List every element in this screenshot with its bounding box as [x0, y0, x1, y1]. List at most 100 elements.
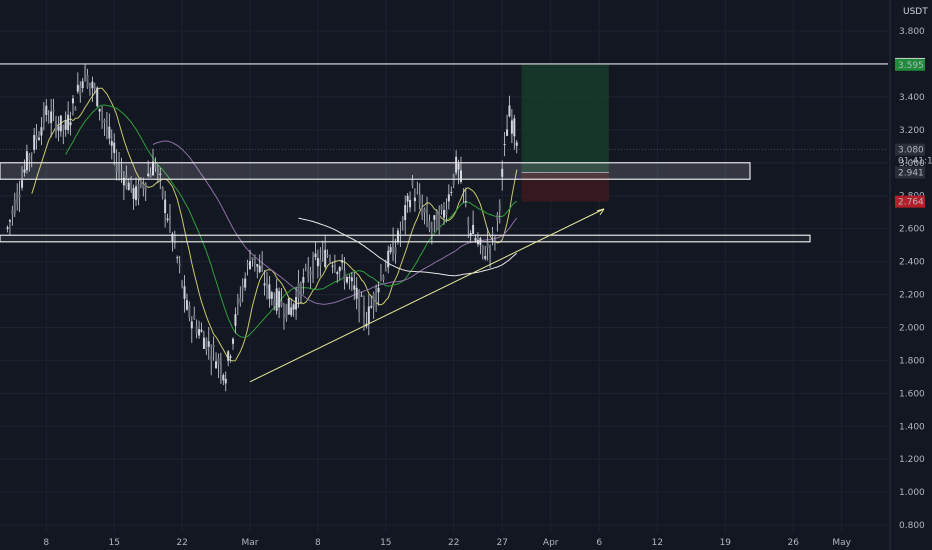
candle-body: [258, 265, 261, 273]
entry-label: 2.941: [898, 168, 924, 178]
candle-body: [16, 191, 19, 204]
candle-body: [333, 264, 336, 271]
candle-body: [108, 126, 111, 139]
candle-body: [430, 228, 433, 231]
candle-body: [38, 137, 41, 140]
ma-mid-line: [65, 104, 518, 338]
candle-body: [224, 378, 227, 384]
candle-body: [251, 257, 254, 260]
candle-body: [329, 258, 332, 261]
candle-body: [244, 278, 247, 288]
countdown-label: 01:41:11: [898, 157, 932, 167]
candle-body: [462, 188, 465, 190]
y-tick-label: 2.200: [899, 291, 925, 301]
candle-body: [285, 304, 288, 320]
candle-body: [64, 120, 67, 130]
candle-body: [496, 214, 499, 221]
candle-body: [229, 356, 232, 358]
candle-body: [498, 203, 501, 211]
candle-body: [282, 314, 285, 317]
candle-body: [341, 259, 344, 263]
candle-body: [367, 306, 370, 324]
take-profit-label-bg: [895, 58, 925, 71]
moving-averages: [31, 87, 518, 362]
candle-body: [297, 283, 300, 298]
candle-body: [176, 257, 179, 259]
candle-body: [389, 247, 392, 253]
candle-body: [396, 230, 399, 242]
y-tick-label: 3.800: [899, 27, 925, 37]
candle-body: [47, 121, 50, 123]
candle-body: [69, 122, 72, 126]
candle-body: [168, 215, 171, 223]
candle-body: [227, 351, 230, 361]
candle-body: [193, 314, 196, 320]
last-price-label-bg: [895, 143, 925, 156]
candle-body: [120, 170, 123, 173]
candle-body: [355, 287, 358, 299]
candle-body: [118, 163, 121, 170]
x-tick-label: 19: [720, 538, 732, 548]
candle-body: [316, 257, 319, 267]
candle-body: [164, 199, 167, 214]
candle-body: [125, 175, 128, 188]
candle-body: [346, 277, 348, 283]
candle-body: [21, 180, 24, 188]
y-tick-label: 3.400: [899, 93, 925, 103]
candle-body: [421, 206, 424, 216]
y-tick-label: 1.000: [899, 488, 925, 498]
candle-body: [149, 173, 152, 178]
candle-body: [290, 307, 293, 316]
candle-body: [292, 304, 295, 310]
candle-body: [304, 267, 307, 269]
candle-body: [132, 187, 135, 199]
long-position-tool[interactable]: [521, 64, 609, 202]
candle-body: [210, 356, 213, 361]
candle-body: [144, 183, 147, 191]
candle-body: [166, 218, 169, 221]
candle-body: [319, 259, 322, 266]
candle-body: [484, 256, 487, 259]
currency-label: USDT: [903, 7, 928, 17]
candle-body: [6, 227, 9, 229]
x-tick-label: 22: [176, 538, 187, 548]
candle-body: [239, 297, 242, 303]
loss-zone: [521, 172, 609, 202]
candle-body: [433, 215, 436, 220]
candle-body: [438, 212, 441, 230]
candle-body: [33, 134, 36, 150]
candle-body: [236, 299, 239, 305]
y-tick-label: 1.600: [899, 389, 925, 399]
candle-body: [50, 111, 53, 123]
candle-body: [13, 200, 16, 214]
candle-body: [331, 265, 334, 267]
candle-body: [321, 250, 324, 253]
candle-body: [45, 105, 48, 115]
candle-body: [299, 283, 302, 300]
x-tick-label: 26: [787, 538, 799, 548]
candle-body: [263, 283, 266, 286]
ascending-trendline[interactable]: [249, 208, 605, 383]
candle-body: [57, 126, 60, 131]
candle-body: [142, 183, 145, 190]
candle-body: [101, 114, 104, 116]
candle-body: [362, 305, 365, 318]
stop-loss-label-bg: [895, 195, 925, 208]
candle-body: [30, 153, 33, 155]
candle-body: [67, 114, 70, 131]
x-tick-label: 8: [315, 538, 321, 548]
candle-body: [35, 135, 38, 140]
candle-body: [307, 268, 310, 278]
candle-body: [450, 191, 453, 193]
candle-body: [401, 217, 404, 220]
candle-body: [188, 305, 191, 318]
candle-body: [76, 84, 79, 92]
candle-body: [399, 233, 402, 236]
support-resistance-zones[interactable]: [0, 63, 888, 243]
candle-body: [25, 151, 28, 171]
candle-body: [489, 245, 492, 255]
candle-body: [474, 237, 477, 241]
x-tick-label: 27: [496, 538, 507, 548]
y-tick-label: 3.000: [899, 159, 925, 169]
